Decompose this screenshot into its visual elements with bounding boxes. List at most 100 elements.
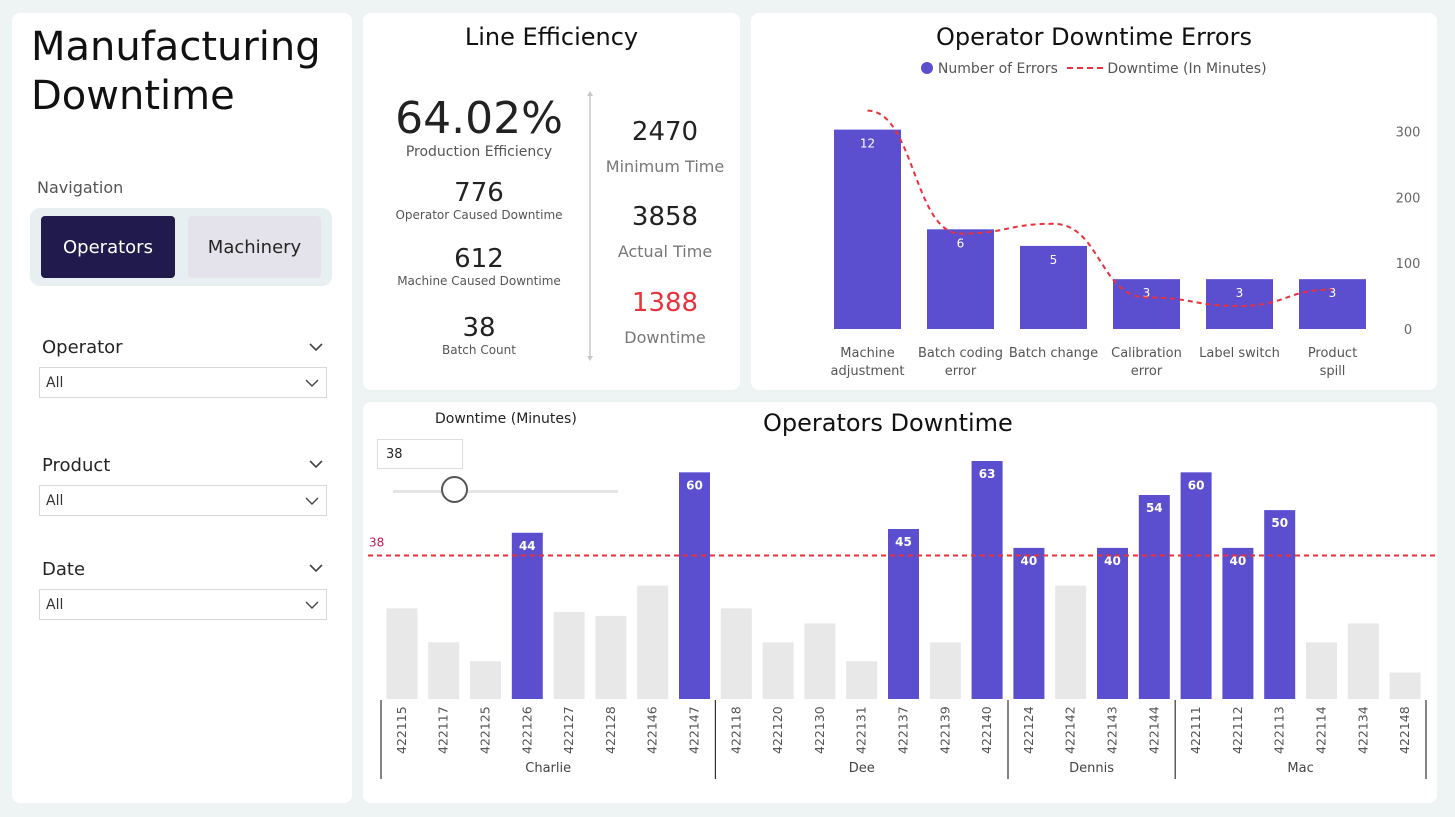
batch-count-value: 38 [462,313,496,343]
navigation-label: Navigation [37,178,124,197]
batch-id-label: 422134 [1355,706,1370,754]
operator-bar [511,532,543,699]
kpi-divider [587,91,593,361]
batch-count-kpi: 38 Batch Count [363,313,595,357]
error-bar-label: 3 [1329,286,1337,300]
error-bar [927,229,994,329]
operators-downtime-title: Operators Downtime [763,409,1013,437]
batch-id-label: 422120 [770,706,785,754]
filter-panel: Manufacturing Downtime Navigation Operat… [12,13,352,803]
category-label: Batch change [1009,346,1098,361]
chevron-down-icon[interactable] [307,455,325,473]
line-efficiency-card: Line Efficiency 64.02% Production Effici… [363,13,740,390]
operator-dropdown-value: All [46,375,64,391]
batch-count-label: Batch Count [442,343,516,357]
batch-id-label: 422125 [478,706,493,754]
downtime-kpi: 1388 Downtime [595,288,735,347]
page-title-line2: Downtime [31,73,235,119]
production-efficiency-value: 64.02% [395,93,563,144]
batch-id-label: 422127 [561,706,576,754]
date-dropdown[interactable]: All [39,589,327,620]
operator-bar [1180,472,1212,699]
batch-id-label: 422126 [519,706,534,754]
error-bar [1113,279,1180,329]
operator-bar [720,608,752,699]
operator-bar [595,615,627,699]
product-dropdown[interactable]: All [39,485,327,516]
downtime-slider-value: 38 [386,447,403,462]
operator-group-label: Dee [849,761,875,776]
operator-bar [1013,547,1045,699]
operator-bar [1097,547,1128,699]
operator-bar [428,642,460,699]
threshold-label: 38 [369,535,384,549]
operator-bar [637,585,669,699]
downtime-slider-track[interactable] [393,490,618,493]
operator-bar-label: 60 [1188,478,1205,492]
batch-id-label: 422130 [812,706,827,754]
operator-bar [1389,672,1421,699]
batch-id-label: 422139 [937,706,952,754]
operator-bar [1055,585,1087,699]
operator-bar [679,472,710,699]
downtime-value: 1388 [631,288,699,318]
chevron-down-icon[interactable] [307,338,325,356]
operator-bar-label: 50 [1271,516,1288,530]
downtime-slider-handle[interactable] [440,476,468,503]
error-bar [1020,245,1087,329]
operator-bar-label: 40 [1021,554,1038,568]
y2-tick-label: 300 [1396,126,1421,141]
batch-id-label: 422142 [1063,706,1078,754]
machine-downtime-value: 612 [454,244,504,274]
batch-id-label: 422111 [1188,706,1203,754]
chevron-down-icon [305,497,319,505]
chevron-down-icon[interactable] [307,559,325,577]
batch-id-label: 422113 [1272,706,1287,754]
batch-id-label: 422146 [645,706,660,754]
batch-id-label: 422112 [1230,706,1245,754]
batch-id-label: 422147 [687,706,702,754]
operator-bar [1306,642,1337,699]
batch-id-label: 422140 [979,706,994,754]
error-bar [834,129,901,329]
actual-time-value: 3858 [631,202,699,232]
operator-errors-card: Operator Downtime Errors Number of Error… [751,13,1437,390]
operator-slicer-title: Operator [42,337,123,358]
batch-id-label: 422114 [1314,706,1329,754]
actual-time-label: Actual Time [617,242,713,261]
production-efficiency-label: Production Efficiency [405,144,553,160]
line-efficiency-title: Line Efficiency [464,23,639,51]
operator-bar-label: 45 [895,535,912,549]
downtime-legend-marker [1066,67,1103,69]
machinery-nav-button[interactable]: Machinery [188,216,321,278]
category-label: Label switch [1199,346,1280,361]
batch-id-label: 422128 [603,706,618,754]
chevron-down-icon [305,601,319,609]
operator-group-label: Dennis [1069,761,1114,776]
operator-bar-label: 63 [979,467,996,481]
date-dropdown-value: All [46,597,64,613]
operator-group-label: Charlie [525,761,571,776]
operator-bar [553,612,585,699]
operator-bar-label: 44 [519,539,536,553]
downtime-minutes-line [867,109,1333,307]
operator-bar [929,642,961,699]
batch-id-label: 422131 [854,706,869,754]
date-slicer-title: Date [42,559,86,580]
downtime-slider-input[interactable]: 38 [377,439,463,469]
product-slicer-title: Product [42,455,111,476]
minimum-time-value: 2470 [631,117,699,147]
operator-bar-label: 40 [1230,554,1247,568]
batch-id-label: 422137 [896,706,911,754]
navigation-group: Operators Machinery [30,208,332,286]
operator-bar [846,661,878,699]
error-bar-label: 3 [1143,286,1151,300]
operator-bar-label: 54 [1146,501,1163,515]
error-bar-label: 3 [1236,286,1244,300]
y2-tick-label: 200 [1396,191,1421,206]
operator-bar [1347,623,1379,699]
operator-dropdown[interactable]: All [39,367,327,398]
operators-nav-button[interactable]: Operators [41,216,175,278]
operator-bar [804,623,836,699]
y2-tick-label: 0 [1404,323,1412,338]
